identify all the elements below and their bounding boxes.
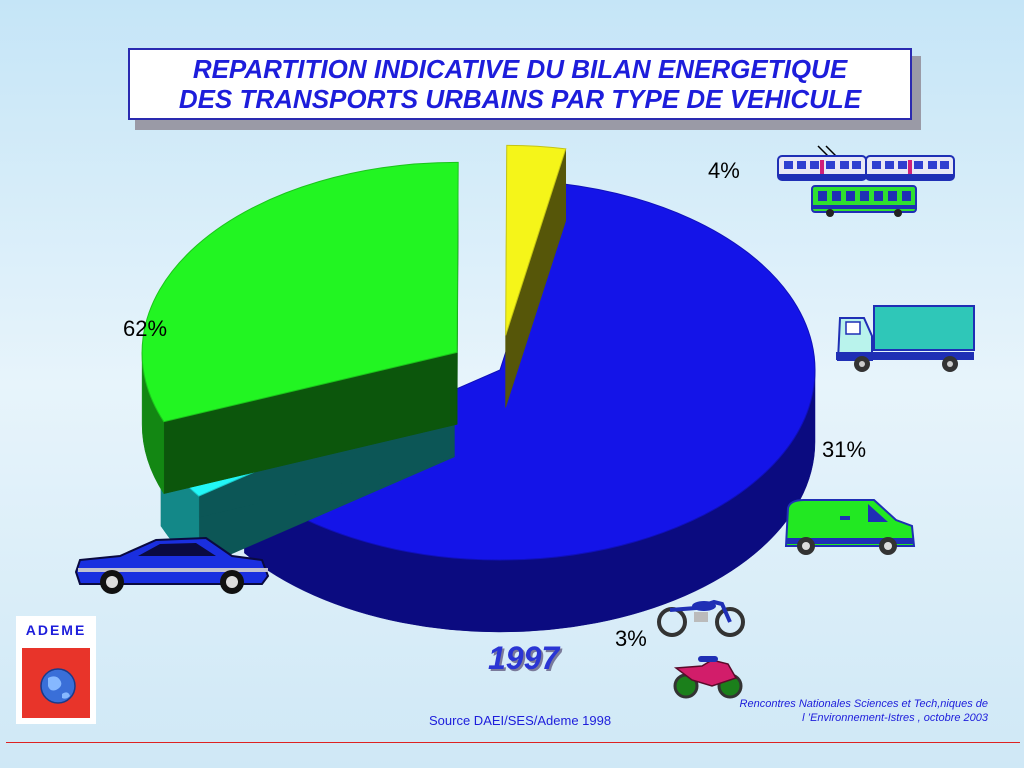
chart-title-line1: REPARTITION INDICATIVE DU BILAN ENERGETI… xyxy=(192,54,848,84)
pie-slice-2-top xyxy=(141,161,459,423)
van-icon xyxy=(784,499,916,555)
label-public-transport: 4% xyxy=(708,158,740,183)
logo-text: ADEME xyxy=(25,622,87,638)
pie-slice-3-top xyxy=(505,144,567,336)
source-note: Source DAEI/SES/Ademe 1998 xyxy=(429,713,612,728)
chart-title-line2: DES TRANSPORTS URBAINS PAR TYPE DE VEHIC… xyxy=(178,84,862,114)
label-utility-vehicles: 31% xyxy=(822,437,867,462)
pie-slice-3 xyxy=(505,144,567,408)
scooter-icon xyxy=(673,656,743,699)
car-icon xyxy=(74,536,270,594)
pie-slices xyxy=(141,144,816,633)
motorcycle-icon xyxy=(657,599,745,637)
pie-slice-2 xyxy=(141,161,459,495)
conference-credits: Rencontres Nationales Sciences et Tech,n… xyxy=(740,697,988,725)
credits-line2: l ’Environnement-Istres , octobre 2003 xyxy=(802,712,988,724)
footer-divider xyxy=(6,742,1020,743)
bus-icon xyxy=(811,185,917,217)
truck-icon xyxy=(836,305,975,372)
year-label: 1997 xyxy=(488,640,560,676)
ademe-logo: ADEME xyxy=(16,616,96,724)
logo-red-block xyxy=(22,648,90,718)
chart-title: REPARTITION INDICATIVE DU BILAN ENERGETI… xyxy=(128,48,912,120)
tram-icon xyxy=(777,145,955,181)
credits-line1: Rencontres Nationales Sciences et Tech,n… xyxy=(739,698,988,710)
label-two-wheelers: 3% xyxy=(615,626,647,651)
globe-icon xyxy=(40,668,76,704)
label-cars: 62% xyxy=(123,316,168,341)
